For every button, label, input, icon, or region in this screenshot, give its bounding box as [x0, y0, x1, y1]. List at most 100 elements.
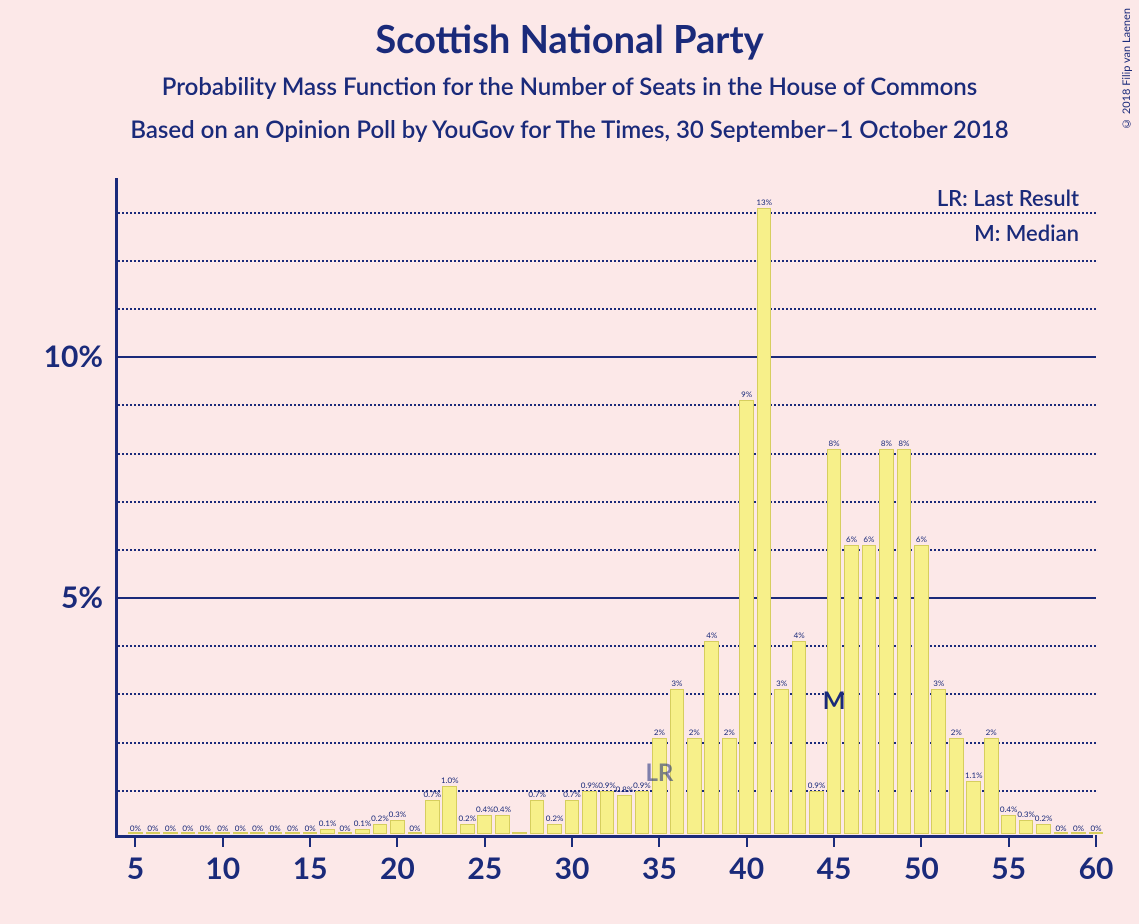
- x-axis-label: 45: [817, 850, 852, 886]
- gridline: [118, 308, 1096, 310]
- bar: [844, 545, 859, 834]
- gridline: [118, 453, 1096, 455]
- y-axis-label: 5%: [61, 579, 103, 615]
- bar: [477, 815, 492, 834]
- bar: [512, 832, 527, 834]
- bar-value-label: 0.7%: [424, 789, 442, 799]
- gridline: [118, 549, 1096, 551]
- bar: [600, 791, 615, 834]
- bar: [897, 449, 912, 834]
- bar-value-label: 0.3%: [389, 809, 407, 819]
- bar: [722, 738, 737, 834]
- bar-value-label: 0%: [182, 823, 193, 833]
- bar-value-label: 0.4%: [476, 804, 494, 814]
- bar: [879, 449, 894, 834]
- bar: [984, 738, 999, 834]
- lr-marker: LR: [645, 758, 673, 787]
- bar: [547, 824, 562, 834]
- bar-value-label: 0.9%: [808, 780, 826, 790]
- bar-value-label: 2%: [724, 727, 735, 737]
- bar: [827, 449, 842, 834]
- bar: [687, 738, 702, 834]
- x-axis-label: 30: [555, 850, 590, 886]
- bar-value-label: 0.2%: [1035, 813, 1053, 823]
- bar-value-label: 0%: [1090, 823, 1101, 833]
- bar-value-label: 2%: [689, 727, 700, 737]
- bar-value-label: 0.7%: [528, 789, 546, 799]
- x-tick: [134, 835, 136, 847]
- bar-value-label: 6%: [916, 534, 927, 544]
- gridline: [118, 597, 1096, 599]
- bar: [862, 545, 877, 834]
- bar-value-label: 8%: [881, 438, 892, 448]
- bar-value-label: 0%: [270, 823, 281, 833]
- bar-value-label: 1.0%: [441, 775, 459, 785]
- x-axis-label: 10: [205, 850, 240, 886]
- bar: [530, 800, 545, 834]
- x-tick: [484, 835, 486, 847]
- bar-value-label: 0.2%: [546, 813, 564, 823]
- bar-value-label: 2%: [654, 727, 665, 737]
- bar-value-label: 0%: [200, 823, 211, 833]
- bar-value-label: 0%: [235, 823, 246, 833]
- bar-value-label: 0.9%: [581, 780, 599, 790]
- bar-value-label: 0%: [252, 823, 263, 833]
- gridline: [118, 260, 1096, 262]
- bar: [809, 791, 824, 834]
- copyright-text: © 2018 Filip van Laenen: [1120, 8, 1133, 130]
- bar: [966, 781, 981, 834]
- bar: [949, 738, 964, 834]
- x-tick: [833, 835, 835, 847]
- bar: [757, 208, 772, 834]
- bar: [390, 820, 405, 834]
- bar-value-label: 8%: [898, 438, 909, 448]
- bar-value-label: 0%: [165, 823, 176, 833]
- bar: [1019, 820, 1034, 834]
- bar: [635, 791, 650, 834]
- bar-value-label: 0.2%: [371, 813, 389, 823]
- x-tick: [571, 835, 573, 847]
- plot-area: 5%10%510152025303540455055600%0%0%0%0%0%…: [115, 178, 1093, 838]
- bar-value-label: 0.9%: [598, 780, 616, 790]
- bar: [460, 824, 475, 834]
- bar: [617, 795, 632, 834]
- x-axis-label: 50: [904, 850, 939, 886]
- bar: [1036, 824, 1051, 834]
- bar-value-label: 0%: [1056, 823, 1067, 833]
- bar: [774, 689, 789, 834]
- bar: [495, 815, 510, 834]
- bar-value-label: 0%: [217, 823, 228, 833]
- bar-value-label: 0%: [287, 823, 298, 833]
- bar: [1001, 815, 1016, 834]
- x-tick: [920, 835, 922, 847]
- bar-value-label: 0.2%: [458, 813, 476, 823]
- bar-value-label: 2%: [986, 727, 997, 737]
- x-axis-label: 40: [729, 850, 764, 886]
- gridline: [118, 356, 1096, 358]
- plot-wrap: 5%10%510152025303540455055600%0%0%0%0%0%…: [115, 178, 1093, 838]
- bar-value-label: 0%: [130, 823, 141, 833]
- gridline: [118, 212, 1096, 214]
- x-tick: [222, 835, 224, 847]
- bar-value-label: 0%: [409, 823, 420, 833]
- chart-subtitle-2: Based on an Opinion Poll by YouGov for T…: [0, 101, 1139, 144]
- bar-value-label: 6%: [846, 534, 857, 544]
- bar-value-label: 0.4%: [493, 804, 511, 814]
- bar-value-label: 0%: [1073, 823, 1084, 833]
- gridline: [118, 645, 1096, 647]
- x-axis-label: 25: [467, 850, 502, 886]
- x-tick: [658, 835, 660, 847]
- bar-value-label: 0.8%: [616, 784, 634, 794]
- x-axis-label: 20: [380, 850, 415, 886]
- bar: [792, 641, 807, 834]
- bar-value-label: 0%: [147, 823, 158, 833]
- y-axis-label: 10%: [44, 338, 103, 374]
- x-tick: [309, 835, 311, 847]
- bar: [442, 786, 457, 834]
- bar: [373, 824, 388, 834]
- bar-value-label: 0.4%: [1000, 804, 1018, 814]
- x-tick: [1008, 835, 1010, 847]
- x-axis-label: 55: [991, 850, 1026, 886]
- bar-value-label: 3%: [671, 678, 682, 688]
- x-tick: [1095, 835, 1097, 847]
